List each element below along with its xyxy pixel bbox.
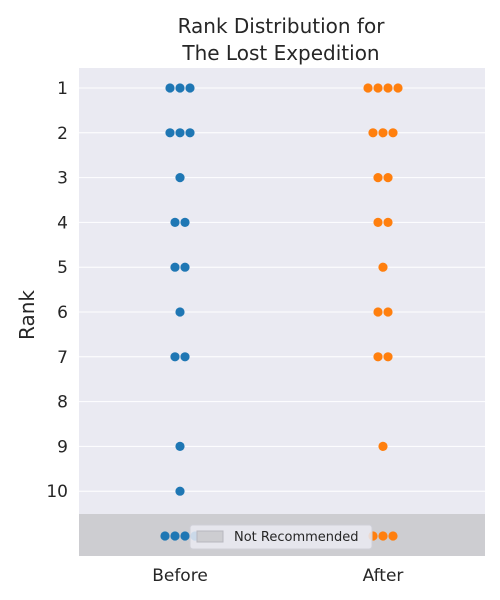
data-point (373, 83, 383, 93)
y-tick-label: 7 (57, 348, 68, 368)
data-point (378, 128, 388, 138)
data-point (170, 262, 180, 272)
data-point (373, 352, 383, 362)
data-point (388, 531, 398, 541)
data-point (378, 441, 388, 451)
data-point (175, 83, 185, 93)
data-point (368, 128, 378, 138)
data-point (378, 262, 388, 272)
data-point (175, 486, 185, 496)
data-point (175, 307, 185, 317)
data-point (175, 173, 185, 183)
y-tick-label: 6 (57, 303, 68, 323)
data-point (373, 307, 383, 317)
data-point (180, 352, 190, 362)
legend-label: Not Recommended (234, 530, 359, 545)
data-point (170, 531, 180, 541)
data-point (388, 128, 398, 138)
data-point (383, 83, 393, 93)
x-tick-label: After (363, 566, 404, 586)
data-point (393, 83, 403, 93)
data-point (170, 352, 180, 362)
y-tick-label: 9 (57, 437, 68, 457)
data-point (383, 173, 393, 183)
y-tick-label: 1 (57, 79, 68, 99)
data-point (383, 307, 393, 317)
data-point (180, 262, 190, 272)
y-axis-label: Rank (15, 290, 39, 340)
data-point (180, 217, 190, 227)
data-point (378, 531, 388, 541)
data-point (363, 83, 373, 93)
y-tick-label: 2 (57, 124, 68, 144)
data-point (383, 217, 393, 227)
chart-title: Rank Distribution for The Lost Expedition (178, 14, 386, 65)
y-tick-label: 4 (57, 213, 68, 233)
legend: Not Recommended (189, 524, 373, 550)
y-tick-label: 5 (57, 258, 68, 278)
data-point (180, 531, 190, 541)
data-point (373, 173, 383, 183)
data-point (185, 83, 195, 93)
data-points (160, 83, 403, 541)
data-point (373, 217, 383, 227)
data-point (175, 441, 185, 451)
legend-box (189, 524, 373, 550)
y-tick-label: 10 (46, 482, 68, 502)
y-tick-labels: 1 2 3 4 5 6 7 8 9 10 (46, 79, 68, 502)
y-tick-label: 3 (57, 169, 68, 189)
x-tick-label: Before (152, 566, 208, 586)
data-point (160, 531, 170, 541)
data-point (165, 83, 175, 93)
data-point (175, 128, 185, 138)
grid-lines (79, 87, 485, 492)
legend-swatch (196, 530, 224, 543)
y-tick-label: 8 (57, 393, 68, 413)
data-point (170, 217, 180, 227)
data-point (185, 128, 195, 138)
data-point (383, 352, 393, 362)
x-tick-labels: Before After (152, 566, 403, 586)
data-point (165, 128, 175, 138)
